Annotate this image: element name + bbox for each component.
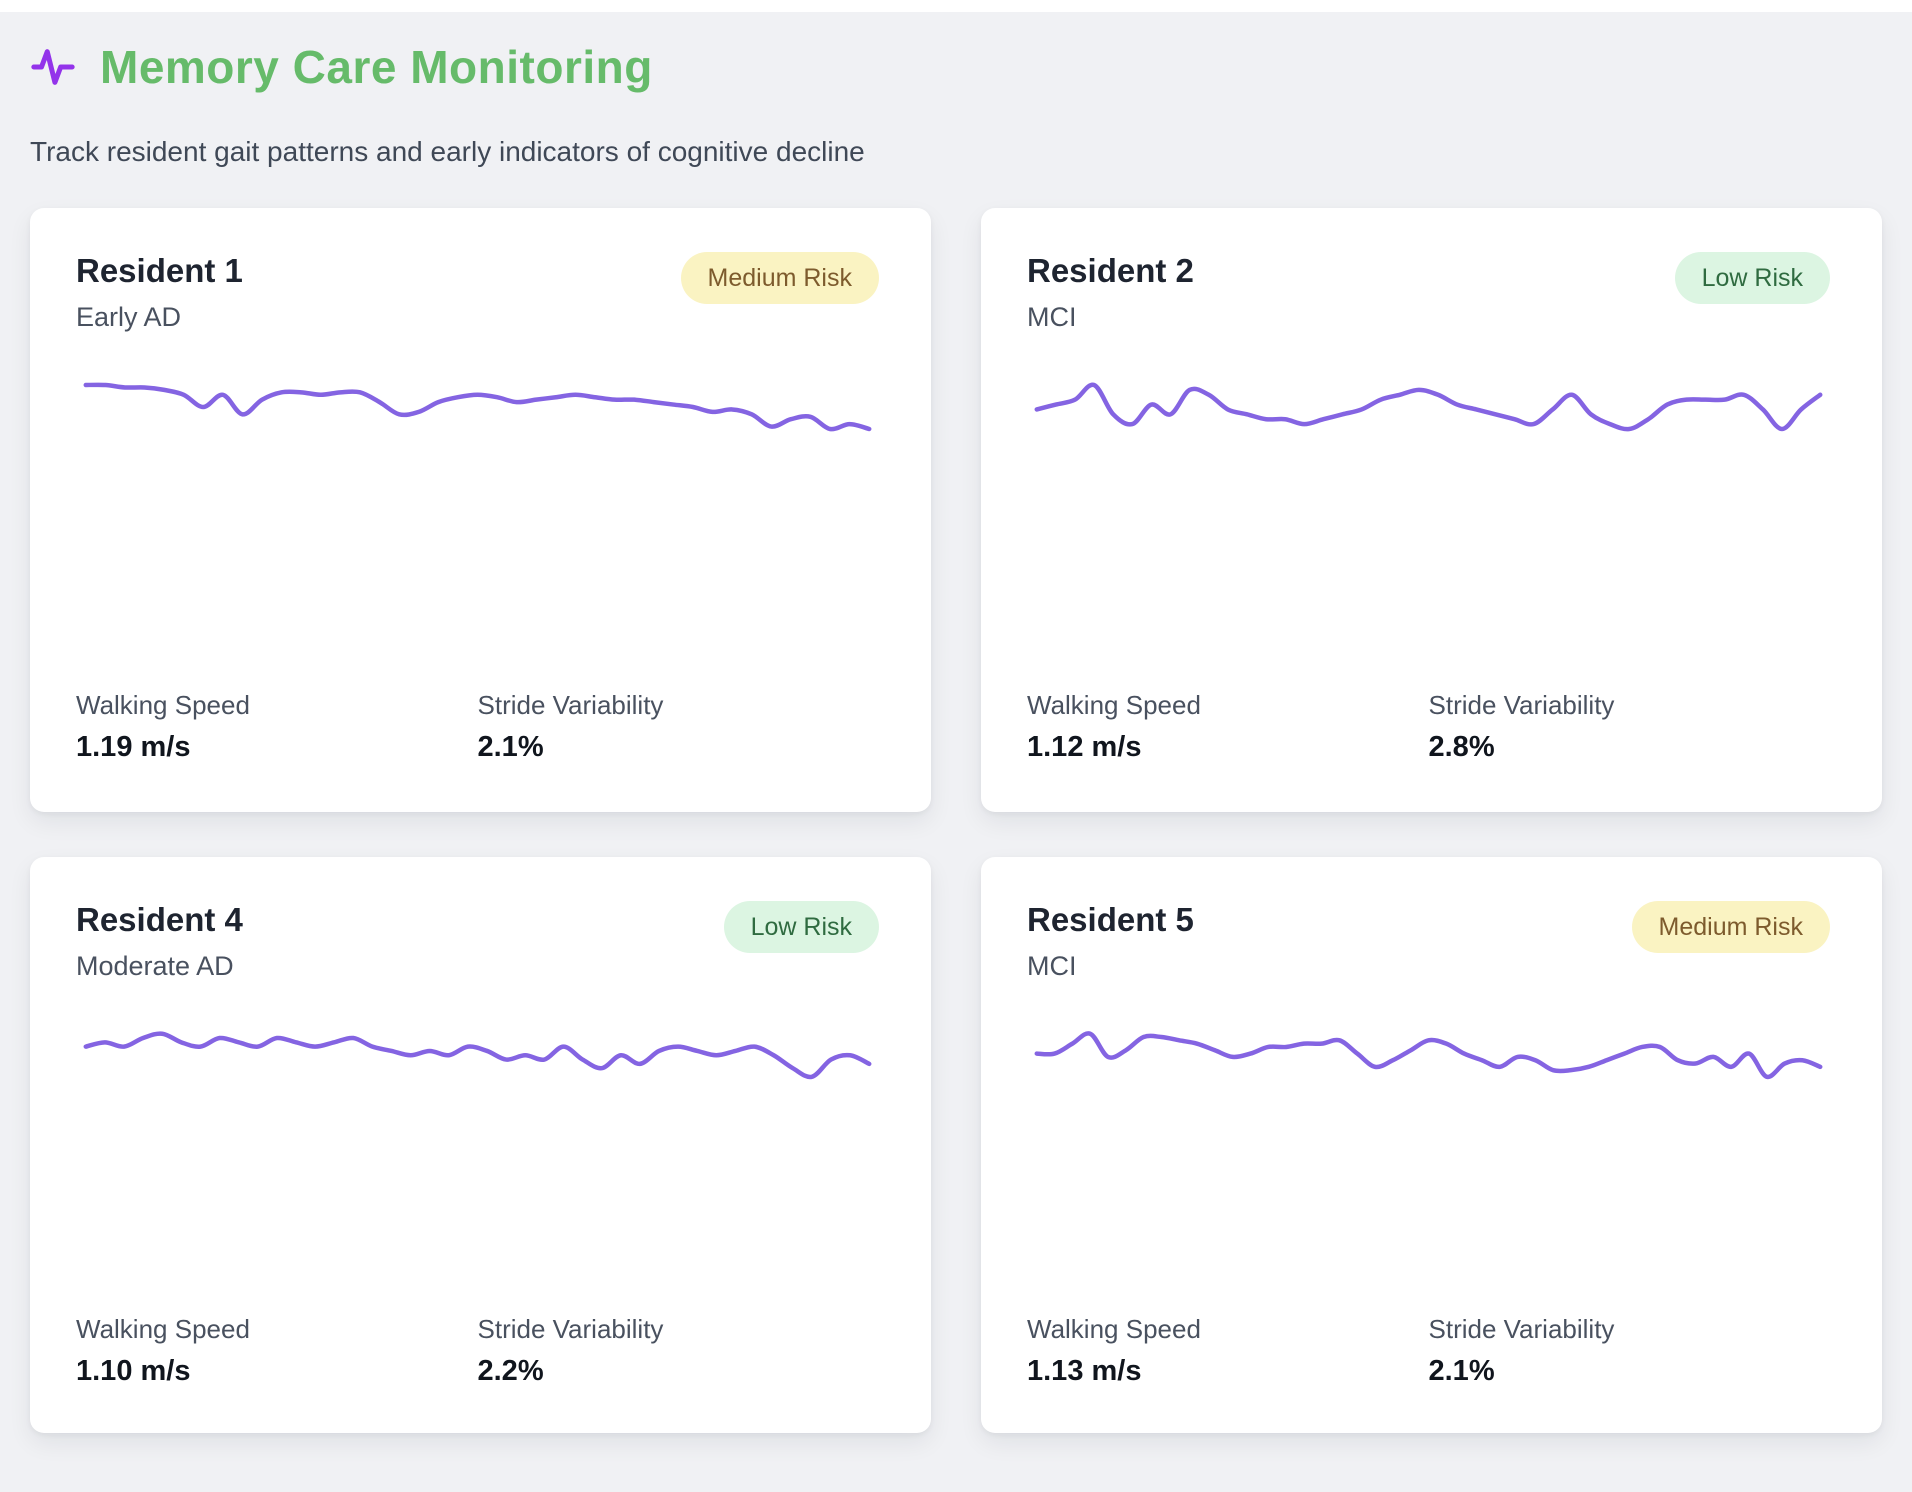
walking-speed-label: Walking Speed	[76, 1313, 250, 1344]
memory-care-dashboard: Memory Care Monitoring Track resident ga…	[0, 12, 1912, 1433]
gait-sparkline-chart	[1027, 1020, 1830, 1314]
resident-condition: Moderate AD	[76, 951, 234, 981]
walking-speed-value: 1.19 m/s	[76, 731, 191, 763]
stride-variability-label: Stride Variability	[1428, 1313, 1615, 1344]
stride-variability-metric: Stride Variability 2.2%	[478, 1314, 880, 1388]
resident-name: Resident 5	[1027, 901, 1194, 938]
walking-speed-label: Walking Speed	[1027, 690, 1201, 720]
sparkline-svg	[76, 371, 879, 671]
risk-badge: Low Risk	[1674, 252, 1830, 304]
stride-variability-metric: Stride Variability 2.1%	[1429, 1314, 1831, 1388]
card-header: Resident 1 Early AD Medium Risk	[76, 252, 879, 333]
card-header-left: Resident 4 Moderate AD	[76, 901, 243, 982]
resident-card: Resident 1 Early AD Medium Risk Walking …	[30, 208, 931, 812]
metrics-row: Walking Speed 1.19 m/s Stride Variabilit…	[76, 690, 879, 764]
metrics-row: Walking Speed 1.12 m/s Stride Variabilit…	[1027, 690, 1830, 764]
walking-speed-label: Walking Speed	[76, 690, 250, 720]
sparkline-svg	[76, 1020, 879, 1314]
sparkline-svg	[1027, 371, 1830, 671]
card-header-left: Resident 2 MCI	[1027, 252, 1194, 333]
sparkline-path	[1037, 1033, 1820, 1077]
resident-condition: Early AD	[76, 302, 182, 332]
card-header: Resident 2 MCI Low Risk	[1027, 252, 1830, 333]
stride-variability-value: 2.8%	[1428, 731, 1495, 763]
resident-card: Resident 5 MCI Medium Risk Walking Speed…	[981, 857, 1882, 1433]
resident-card: Resident 2 MCI Low Risk Walking Speed 1.…	[981, 208, 1882, 812]
stride-variability-value: 2.2%	[477, 1354, 544, 1387]
walking-speed-metric: Walking Speed 1.12 m/s	[1027, 690, 1429, 764]
walking-speed-metric: Walking Speed 1.13 m/s	[1027, 1314, 1429, 1388]
walking-speed-metric: Walking Speed 1.10 m/s	[76, 1314, 478, 1388]
risk-badge: Low Risk	[723, 901, 879, 953]
activity-pulse-icon	[31, 49, 75, 85]
sparkline-path	[1037, 385, 1820, 429]
metrics-row: Walking Speed 1.13 m/s Stride Variabilit…	[1027, 1314, 1830, 1388]
resident-card-grid: Resident 1 Early AD Medium Risk Walking …	[30, 208, 1882, 1433]
resident-name: Resident 2	[1027, 252, 1194, 289]
metrics-row: Walking Speed 1.10 m/s Stride Variabilit…	[76, 1314, 879, 1388]
risk-badge: Medium Risk	[1631, 901, 1830, 953]
resident-name: Resident 1	[76, 252, 243, 289]
page-subtitle: Track resident gait patterns and early i…	[30, 136, 865, 167]
card-header-left: Resident 1 Early AD	[76, 252, 243, 333]
stride-variability-label: Stride Variability	[477, 690, 664, 720]
resident-card: Resident 4 Moderate AD Low Risk Walking …	[30, 857, 931, 1433]
page-title: Memory Care Monitoring	[100, 41, 653, 93]
walking-speed-metric: Walking Speed 1.19 m/s	[76, 690, 478, 764]
card-header: Resident 5 MCI Medium Risk	[1027, 901, 1830, 982]
gait-sparkline-chart	[76, 371, 879, 671]
resident-condition: MCI	[1027, 302, 1077, 332]
stride-variability-value: 2.1%	[1428, 1354, 1495, 1387]
gait-sparkline-chart	[1027, 371, 1830, 671]
stride-variability-metric: Stride Variability 2.1%	[478, 690, 880, 764]
stride-variability-label: Stride Variability	[477, 1313, 664, 1344]
walking-speed-label: Walking Speed	[1027, 1313, 1201, 1344]
stride-variability-metric: Stride Variability 2.8%	[1429, 690, 1831, 764]
top-strip	[0, 0, 1912, 12]
sparkline-path	[86, 1034, 869, 1077]
walking-speed-value: 1.13 m/s	[1027, 1354, 1142, 1387]
gait-sparkline-chart	[76, 1020, 879, 1314]
stride-variability-value: 2.1%	[477, 731, 544, 763]
walking-speed-value: 1.10 m/s	[76, 1354, 191, 1387]
resident-name: Resident 4	[76, 901, 243, 938]
resident-condition: MCI	[1027, 951, 1077, 981]
sparkline-path	[86, 385, 869, 429]
card-header-left: Resident 5 MCI	[1027, 901, 1194, 982]
stride-variability-label: Stride Variability	[1428, 690, 1615, 720]
card-header: Resident 4 Moderate AD Low Risk	[76, 901, 879, 982]
walking-speed-value: 1.12 m/s	[1027, 731, 1142, 763]
risk-badge: Medium Risk	[680, 252, 879, 304]
sparkline-svg	[1027, 1020, 1830, 1314]
page-header: Memory Care Monitoring	[30, 40, 1882, 94]
